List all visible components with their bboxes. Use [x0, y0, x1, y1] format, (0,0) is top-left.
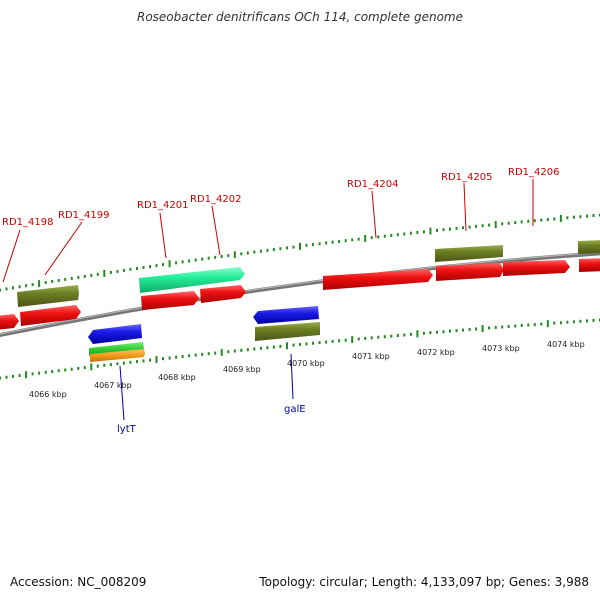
gene-forward-arrow[interactable]: [20, 305, 81, 326]
gene-forward-arrow[interactable]: [323, 269, 433, 290]
scale-label: 4074 kbp: [547, 340, 585, 349]
gene-forward-arrow[interactable]: [141, 291, 199, 310]
scale-label: 4066 kbp: [29, 390, 67, 399]
gene-forward-arrow[interactable]: [17, 285, 79, 307]
gene-forward-arrow[interactable]: [579, 258, 600, 272]
gene-forward-arrow[interactable]: [435, 245, 503, 262]
gene-forward-arrow[interactable]: [436, 263, 504, 281]
gene-label-rd1-4198[interactable]: RD1_4198: [2, 217, 53, 228]
gene-forward-arrow[interactable]: [200, 285, 246, 303]
rna-feature-arrow[interactable]: [139, 267, 245, 293]
upper-tick-row: [0, 213, 600, 292]
scale-label: 4073 kbp: [482, 344, 520, 353]
gene-label-rd1-4202[interactable]: RD1_4202: [190, 194, 241, 205]
gene-label-rd1-4201[interactable]: RD1_4201: [137, 200, 188, 211]
gene-forward-arrow[interactable]: [503, 260, 570, 276]
scale-label: 4068 kbp: [158, 373, 196, 382]
gene-reverse-arrow[interactable]: [253, 306, 319, 324]
scale-label: 4067 kbp: [94, 381, 132, 390]
genome-backbone: [0, 251, 600, 338]
accession-text: Accession: NC_008209: [10, 575, 147, 589]
gene-forward-arrow[interactable]: [89, 342, 144, 356]
gene-label-rd1-4204[interactable]: RD1_4204: [347, 179, 398, 190]
feature-track: [0, 240, 600, 362]
gene-label-rd1-4206[interactable]: RD1_4206: [508, 167, 559, 178]
lower-tick-row: [0, 318, 600, 380]
map-title: Roseobacter denitrificans OCh 114, compl…: [136, 10, 463, 24]
gene-label-rd1-4205[interactable]: RD1_4205: [441, 172, 492, 183]
gene-label-rd1-4199[interactable]: RD1_4199: [58, 210, 109, 221]
gene-forward-arrow[interactable]: [0, 314, 19, 330]
label-leaders: [2, 179, 534, 421]
scale-label: 4069 kbp: [223, 365, 261, 374]
gene-label-lytt[interactable]: lytT: [117, 424, 137, 435]
scale-label: 4071 kbp: [352, 352, 390, 361]
topology-text: Topology: circular; Length: 4,133,097 bp…: [259, 575, 589, 589]
scale-label: 4070 kbp: [287, 359, 325, 368]
gene-reverse-arrow[interactable]: [88, 324, 142, 344]
scale-label: 4072 kbp: [417, 348, 455, 357]
gene-forward-arrow[interactable]: [90, 349, 145, 362]
gene-forward-arrow[interactable]: [255, 322, 320, 341]
gene-forward-arrow[interactable]: [578, 240, 600, 254]
gene-label-gale[interactable]: galE: [284, 404, 306, 415]
